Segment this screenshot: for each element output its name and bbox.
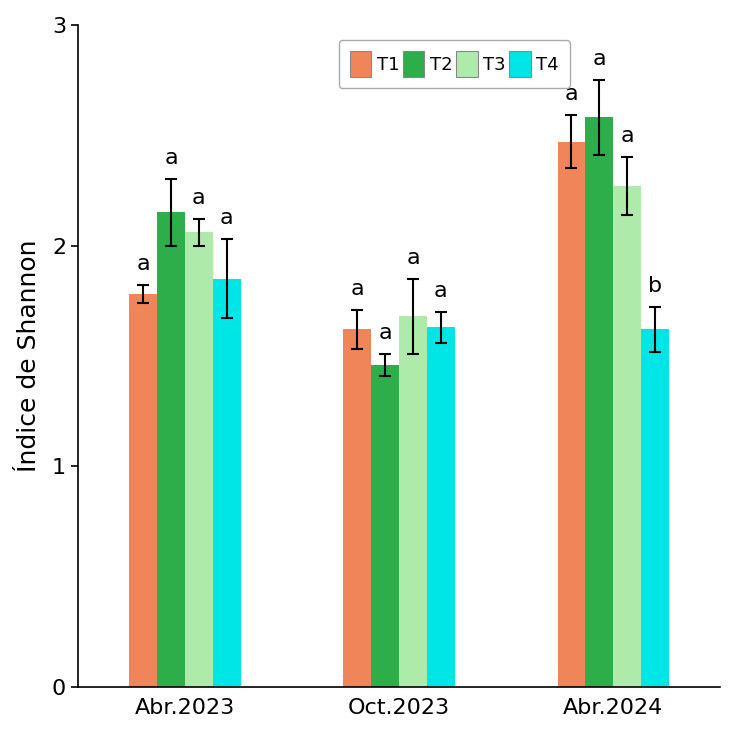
Text: a: a [434, 281, 447, 301]
Text: a: a [192, 188, 206, 208]
Bar [343, 329, 371, 687]
Bar [399, 316, 427, 687]
Legend: T1, T2, T3, T4: T1, T2, T3, T4 [339, 40, 570, 87]
Text: a: a [593, 49, 606, 69]
Y-axis label: Índice de Shannon: Índice de Shannon [17, 240, 41, 472]
Text: a: a [565, 85, 579, 104]
Text: a: a [136, 254, 150, 274]
Bar [129, 294, 157, 687]
Bar [371, 365, 399, 687]
Bar [427, 327, 455, 687]
Bar [213, 279, 240, 687]
Text: a: a [406, 248, 420, 268]
Text: a: a [378, 323, 392, 343]
Bar [157, 212, 185, 687]
Bar [585, 118, 613, 687]
Text: a: a [164, 148, 178, 168]
Bar [558, 142, 585, 687]
Text: b: b [648, 276, 662, 296]
Bar [641, 329, 669, 687]
Text: a: a [351, 279, 364, 298]
Bar [185, 232, 213, 687]
Bar [613, 186, 641, 687]
Text: a: a [621, 126, 634, 146]
Text: a: a [220, 208, 234, 228]
